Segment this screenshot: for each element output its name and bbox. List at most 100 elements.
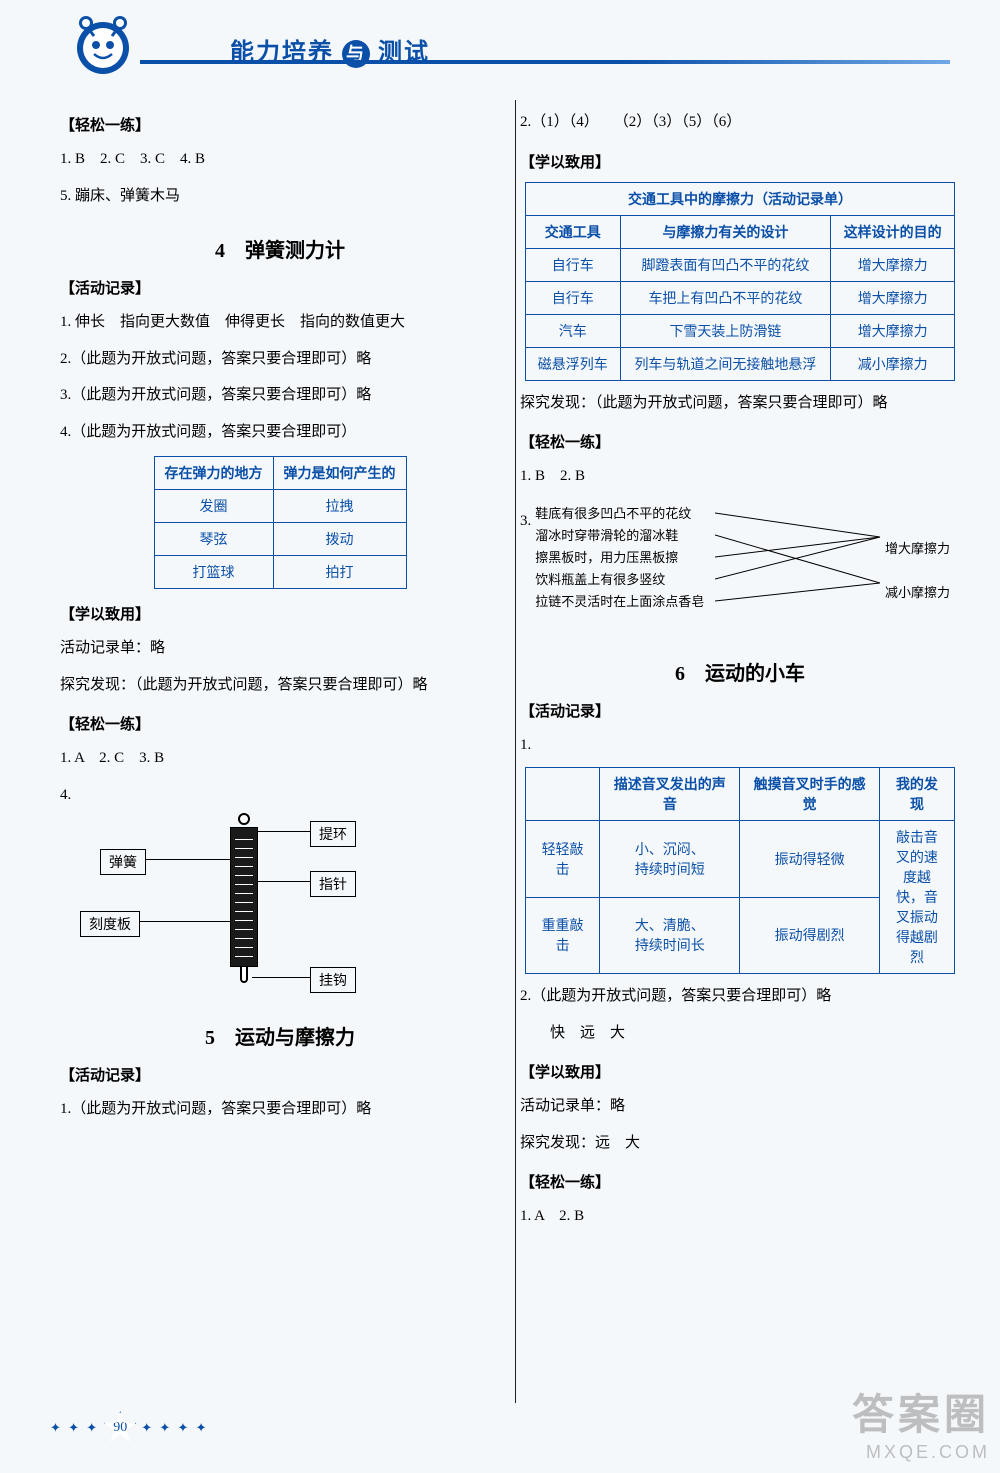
t2-r2c2: 增大摩擦力 (831, 314, 955, 347)
apply-line-1: 活动记录单：略 (60, 634, 500, 663)
t2-h0: 交通工具 (526, 215, 621, 248)
apply2-line-1: 探究发现：（此题为开放式问题，答案只要合理即可）略 (520, 389, 960, 418)
apply-line-2: 探究发现：（此题为开放式问题，答案只要合理即可）略 (60, 671, 500, 700)
t2-r2c0: 汽车 (526, 314, 621, 347)
answers-4: 1. A 2. B (520, 1202, 960, 1231)
heading-apply-1: 【学以致用】 (60, 603, 500, 624)
apply3-line-1: 活动记录单：略 (520, 1092, 960, 1121)
t3-r0c2: 振动得轻微 (740, 821, 879, 898)
m-l2: 擦黑板时，用力压黑板擦 (535, 547, 704, 569)
t2-r1c0: 自行车 (526, 281, 621, 314)
left-column: 【轻松一练】 1. B 2. C 3. C 4. B 5. 蹦床、弹簧木马 4 … (60, 100, 500, 1403)
t1-h0: 存在弹力的地方 (154, 457, 273, 490)
label-spring: 弹簧 (100, 849, 146, 875)
chapter-4-title: 4 弹簧测力计 (60, 234, 500, 263)
friction-table: 交通工具中的摩擦力（活动记录单） 交通工具 与摩擦力有关的设计 这样设计的目的 … (525, 182, 955, 381)
act5-line-1: 1.（此题为开放式问题，答案只要合理即可）略 (60, 1095, 500, 1124)
t1-r0c0: 发圈 (154, 490, 273, 523)
m-l3: 饮料瓶盖上有很多竖纹 (535, 569, 704, 591)
r-top-line: 2.（1）（4） （2）（3）（5）（6） (520, 108, 960, 137)
label-hook: 挂钩 (310, 967, 356, 993)
apply3-line-2: 探究发现：远 大 (520, 1129, 960, 1158)
t2-r2c1: 下雪天装上防滑链 (620, 314, 831, 347)
label-scale: 刻度板 (80, 911, 140, 937)
title-bubble: 与 (342, 40, 370, 68)
lead-pointer (258, 881, 310, 882)
t1-r1c0: 琴弦 (154, 523, 273, 556)
watermark: 答案圈 MXQE.COM (852, 1381, 990, 1463)
t2-r0c2: 增大摩擦力 (831, 248, 955, 281)
t1-r2c0: 打篮球 (154, 556, 273, 589)
page-number-star: 90 (103, 1411, 137, 1445)
watermark-big: 答案圈 (852, 1381, 990, 1442)
m-l1: 溜冰时穿带滑轮的溜冰鞋 (535, 525, 704, 547)
t3-h1: 描述音叉发出的声音 (600, 768, 740, 821)
chapter-5-title: 5 运动与摩擦力 (60, 1021, 500, 1050)
t2-r0c1: 脚蹬表面有凹凸不平的花纹 (620, 248, 831, 281)
heading-easy-practice-3: 【轻松一练】 (520, 431, 960, 452)
answers-1: 1. B 2. C 3. C 4. B (60, 145, 500, 174)
answers-2: 1. A 2. C 3. B (60, 744, 500, 773)
t2-r0c0: 自行车 (526, 248, 621, 281)
page-header: 能力培养 与 测试 (0, 0, 1000, 80)
label-pointer: 指针 (310, 871, 356, 897)
dyn-hook-shape (240, 967, 248, 983)
matching-lines (715, 503, 885, 623)
act-line-1: 1. 伸长 指向更大数值 伸得更长 指向的数值更大 (60, 308, 500, 337)
act-line-2: 2.（此题为开放式问题，答案只要合理即可）略 (60, 345, 500, 374)
t3-r1c2: 振动得剧烈 (740, 897, 879, 974)
lead-scale (140, 921, 230, 922)
t2-r3c2: 减小摩擦力 (831, 347, 955, 380)
t3-r0c1: 小、沉闷、 持续时间短 (600, 821, 740, 898)
t2-title: 交通工具中的摩擦力（活动记录单） (526, 182, 955, 215)
watermark-small: MXQE.COM (852, 1442, 990, 1463)
answer-line-5: 5. 蹦床、弹簧木马 (60, 182, 500, 211)
t2-h1: 与摩擦力有关的设计 (620, 215, 831, 248)
dyn-scale-shape (235, 831, 253, 963)
t2-r1c2: 增大摩擦力 (831, 281, 955, 314)
t1-r1c1: 拨动 (273, 523, 406, 556)
m-l0: 鞋底有很多凹凸不平的花纹 (535, 503, 704, 525)
t1-r0c1: 拉拽 (273, 490, 406, 523)
t2-r3c0: 磁悬浮列车 (526, 347, 621, 380)
column-divider (515, 100, 516, 1403)
mascot-icon (68, 8, 138, 78)
heading-easy-practice-4: 【轻松一练】 (520, 1171, 960, 1192)
right-column: 2.（1）（4） （2）（3）（5）（6） 【学以致用】 交通工具中的摩擦力（活… (520, 100, 960, 1403)
t2-h2: 这样设计的目的 (831, 215, 955, 248)
matching-diagram: 鞋底有很多凹凸不平的花纹 溜冰时穿带滑轮的溜冰鞋 擦黑板时，用力压黑板擦 饮料瓶… (535, 503, 960, 623)
heading-apply-2: 【学以致用】 (520, 151, 960, 172)
q3-label: 3. (520, 507, 531, 625)
answers-3: 1. B 2. B (520, 462, 960, 491)
act8-line-2b: 快 远 大 (520, 1019, 960, 1048)
tuning-fork-table: 描述音叉发出的声音 触摸音叉时手的感觉 我的发现 轻轻敲击 小、沉闷、 持续时间… (525, 767, 955, 974)
q1-label-r: 1. (520, 731, 960, 760)
t3-r0c0: 轻轻敲击 (526, 821, 600, 898)
act8-line-2a: 2.（此题为开放式问题，答案只要合理即可）略 (520, 982, 960, 1011)
dyn-ring-shape (238, 813, 250, 825)
m-r1: 减小摩擦力 (885, 571, 950, 615)
t1-h1: 弹力是如何产生的 (273, 457, 406, 490)
t3-finding: 敲击音叉的速度越快，音叉振动得越剧烈 (879, 821, 954, 974)
t2-r1c1: 车把上有凹凸不平的花纹 (620, 281, 831, 314)
t2-r3c1: 列车与轨道之间无接触地悬浮 (620, 347, 831, 380)
heading-easy-practice-2: 【轻松一练】 (60, 713, 500, 734)
title-underline (140, 60, 950, 64)
heading-activity-record-2: 【活动记录】 (60, 1064, 500, 1085)
heading-easy-practice-1: 【轻松一练】 (60, 114, 500, 135)
t3-h3: 我的发现 (879, 768, 954, 821)
content-area: 【轻松一练】 1. B 2. C 3. C 4. B 5. 蹦床、弹簧木马 4 … (60, 100, 960, 1403)
label-ring: 提环 (310, 821, 356, 847)
q4-label: 4. (60, 781, 500, 810)
chapter-6-title: 6 运动的小车 (520, 657, 960, 686)
act-line-4: 4.（此题为开放式问题，答案只要合理即可） (60, 418, 500, 447)
page-number: 90 (113, 1420, 127, 1436)
t3-h0 (526, 768, 600, 821)
m-l4: 拉链不灵活时在上面涂点香皂 (535, 591, 704, 613)
t3-r1c0: 重重敲击 (526, 897, 600, 974)
t1-r2c1: 拍打 (273, 556, 406, 589)
footer-dots-right: ✦ ✦ ✦ ✦ (141, 1420, 208, 1436)
heading-activity-record-3: 【活动记录】 (520, 700, 960, 721)
t3-h2: 触摸音叉时手的感觉 (740, 768, 879, 821)
elastic-force-table: 存在弹力的地方 弹力是如何产生的 发圈 拉拽 琴弦 拨动 打篮球 拍打 (154, 456, 407, 589)
